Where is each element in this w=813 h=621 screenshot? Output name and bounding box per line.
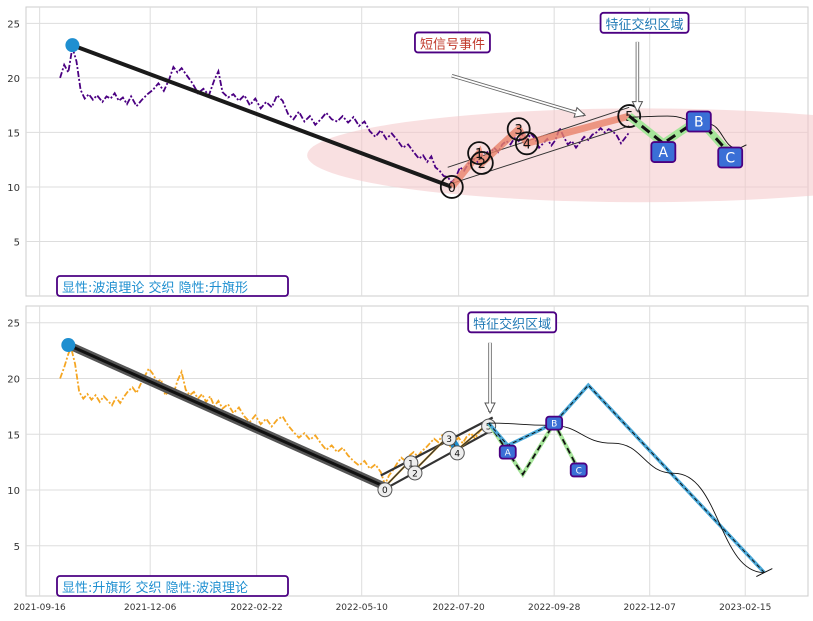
projection-arc — [488, 422, 765, 574]
annotation-label: 短信号事件 — [420, 37, 485, 52]
plot-area — [25, 305, 809, 597]
y-tick-label: 15 — [7, 430, 20, 441]
correction-label: C — [576, 466, 582, 476]
impulse-label: 4 — [523, 137, 531, 152]
impulse-label-ring — [407, 465, 423, 481]
corner-label-box — [56, 275, 289, 297]
correction-label-box — [717, 146, 744, 169]
impulse-label: 0 — [382, 486, 388, 496]
correction-label-box — [569, 462, 588, 478]
impulse-label: 2 — [478, 157, 486, 172]
impulse-label: 3 — [446, 435, 452, 445]
x-tick-label: 2022-02-22 — [230, 603, 282, 613]
impulse-label: 3 — [515, 123, 523, 138]
impulse-label-ring — [449, 445, 465, 461]
x-tick-label: 2021-09-16 — [13, 603, 66, 613]
impulse-label-ring — [377, 482, 393, 498]
wave-main-core — [67, 343, 386, 489]
y-tick-label: 10 — [7, 183, 20, 194]
impulse-label: 5 — [486, 423, 492, 433]
correction-label-box — [498, 444, 517, 460]
channel-upper — [380, 416, 494, 477]
wave-main-leg — [71, 43, 453, 189]
annotation-arrow-fill — [451, 74, 582, 116]
x-tick-label: 2022-12-07 — [624, 603, 676, 613]
x-tick-label: 2021-12-06 — [124, 603, 177, 613]
correction-label-box — [545, 415, 564, 431]
correction-label: C — [725, 150, 735, 166]
x-tick-label: 2022-05-10 — [336, 603, 389, 613]
x-tick-label: 2023-02-15 — [719, 603, 771, 613]
impulse-label-ring — [469, 151, 494, 175]
correction-label: A — [505, 449, 512, 459]
impulse-label-ring — [514, 131, 539, 156]
impulse-label: 0 — [448, 181, 456, 196]
annotation-label: 特征交织区域 — [473, 316, 551, 332]
impulse-label: 4 — [454, 449, 460, 459]
y-tick-label: 10 — [7, 486, 20, 497]
channel-lower — [447, 125, 630, 186]
y-tick-label: 20 — [7, 375, 20, 386]
y-tick-label: 5 — [14, 237, 20, 248]
y-tick-label: 25 — [7, 319, 20, 330]
wave-start-marker — [61, 338, 76, 353]
impulse-label-ring — [441, 430, 457, 446]
corner-label: 显性:升旗形 交织 隐性:波浪理论 — [62, 580, 248, 596]
annotation-label-box — [467, 311, 558, 334]
x-tick-label: 2022-07-20 — [432, 603, 485, 613]
correction-label-box — [650, 141, 677, 163]
correction-wave — [628, 114, 732, 156]
correction-label: A — [659, 145, 669, 161]
channel-lower — [380, 428, 494, 493]
x-tick-label: 2022-09-28 — [528, 603, 581, 613]
y-tick-label: 25 — [7, 19, 20, 30]
annotation-label-box — [414, 31, 491, 54]
impulse-label: 2 — [412, 469, 418, 479]
corner-label: 显性:波浪理论 交织 隐性:升旗形 — [62, 280, 248, 296]
annotation-label: 特征交织区域 — [606, 17, 684, 33]
impulse-label: 1 — [475, 147, 483, 162]
impulse-label-ring — [506, 117, 531, 142]
correction-label: B — [551, 420, 557, 430]
annotation-label-box — [599, 11, 690, 34]
impulse-label-ring — [617, 104, 642, 128]
impulse-label-ring — [439, 175, 464, 199]
impulse-wave — [449, 112, 631, 190]
arc-end-tick — [756, 568, 773, 578]
correction-label: B — [694, 115, 704, 131]
corner-label-box — [56, 575, 289, 597]
y-tick-label: 15 — [7, 128, 20, 139]
correction-label-box — [685, 110, 712, 133]
impulse-label-ring — [467, 141, 491, 166]
y-tick-label: 20 — [7, 74, 20, 85]
impulse-label: 1 — [408, 459, 414, 469]
wave-start-marker — [65, 38, 80, 53]
y-tick-label: 5 — [14, 542, 20, 553]
